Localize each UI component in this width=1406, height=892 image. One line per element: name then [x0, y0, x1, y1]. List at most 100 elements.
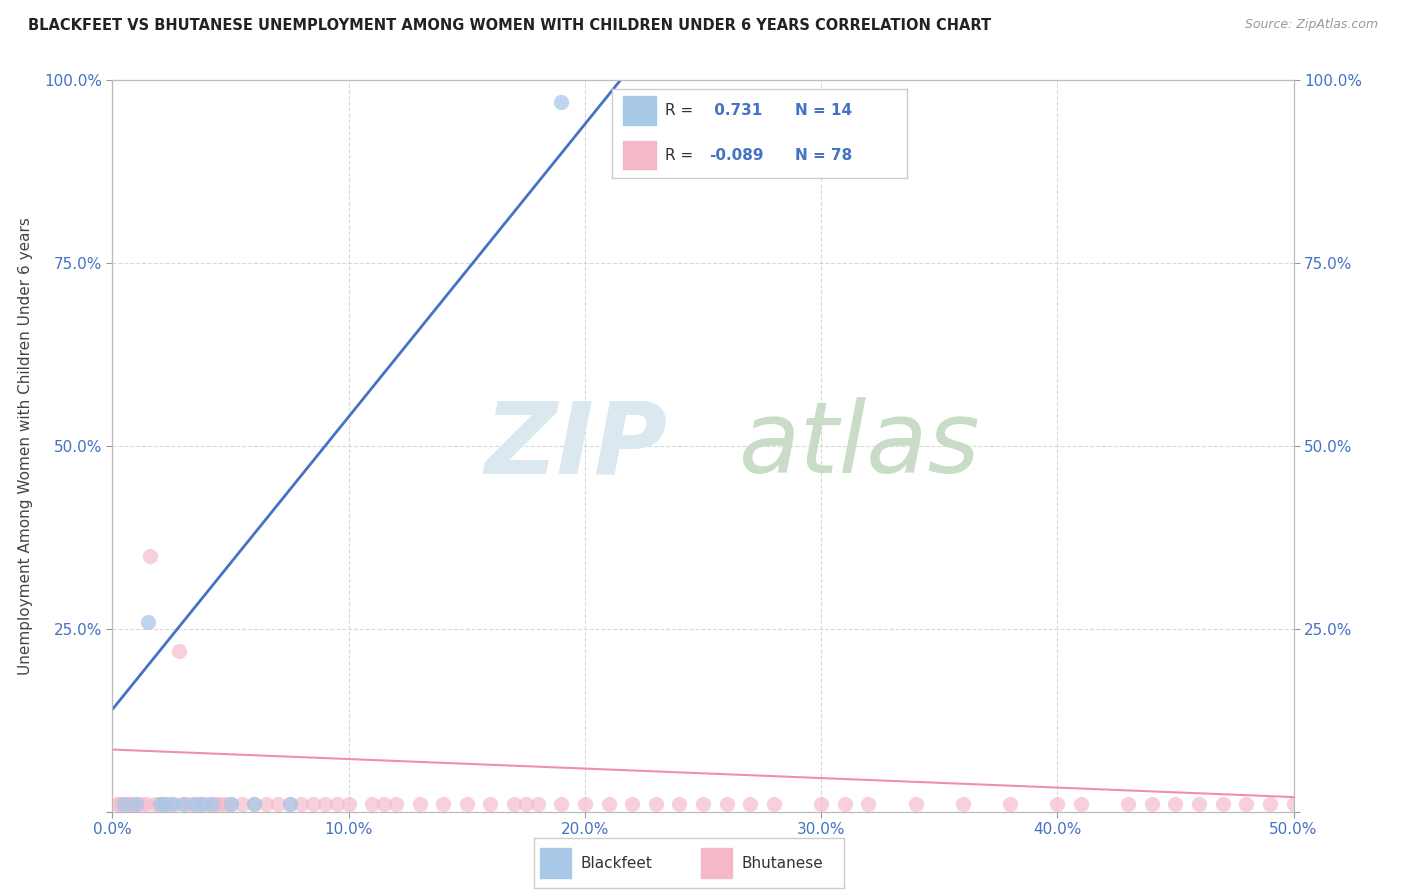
- Point: [1258, 797, 1281, 812]
- Point: [858, 797, 880, 812]
- Point: [1282, 797, 1305, 812]
- Point: [762, 797, 785, 812]
- Text: R =: R =: [665, 103, 693, 118]
- Point: [361, 797, 384, 812]
- Text: 0.731: 0.731: [709, 103, 762, 118]
- Point: [120, 797, 142, 812]
- Text: ZIP: ZIP: [485, 398, 668, 494]
- Point: [810, 797, 832, 812]
- Point: [1212, 797, 1234, 812]
- Bar: [623, 96, 655, 125]
- Point: [105, 797, 128, 812]
- Point: [129, 797, 152, 812]
- Point: [1353, 797, 1375, 812]
- Point: [125, 797, 148, 812]
- Bar: [540, 848, 571, 878]
- Point: [326, 797, 349, 812]
- Text: Blackfeet: Blackfeet: [581, 855, 652, 871]
- Point: [209, 797, 232, 812]
- Bar: [702, 848, 733, 878]
- Point: [186, 797, 208, 812]
- Point: [550, 797, 572, 812]
- Point: [314, 797, 336, 812]
- Point: [184, 797, 207, 812]
- Point: [267, 797, 290, 812]
- Point: [219, 797, 242, 812]
- Point: [219, 797, 242, 812]
- Text: -0.089: -0.089: [709, 148, 763, 162]
- Point: [139, 549, 162, 563]
- Point: [515, 797, 537, 812]
- Point: [385, 797, 408, 812]
- Point: [479, 797, 502, 812]
- Point: [172, 797, 194, 812]
- Point: [153, 797, 176, 812]
- Text: Bhutanese: Bhutanese: [741, 855, 824, 871]
- Point: [122, 797, 145, 812]
- Point: [598, 797, 620, 812]
- Point: [157, 797, 180, 812]
- Point: [337, 797, 360, 812]
- Point: [191, 797, 214, 812]
- Point: [373, 797, 395, 812]
- Text: N = 14: N = 14: [794, 103, 852, 118]
- Point: [1234, 797, 1257, 812]
- Text: N = 78: N = 78: [794, 148, 852, 162]
- Point: [278, 797, 301, 812]
- Point: [1306, 797, 1329, 812]
- Point: [278, 797, 301, 812]
- Point: [503, 797, 526, 812]
- Point: [201, 797, 224, 812]
- Point: [153, 797, 176, 812]
- Point: [692, 797, 714, 812]
- Point: [904, 797, 927, 812]
- Point: [243, 797, 266, 812]
- Point: [526, 797, 548, 812]
- Point: [302, 797, 325, 812]
- Point: [1046, 797, 1069, 812]
- Y-axis label: Unemployment Among Women with Children Under 6 years: Unemployment Among Women with Children U…: [18, 217, 32, 675]
- Point: [231, 797, 253, 812]
- Point: [181, 797, 204, 812]
- Point: [644, 797, 666, 812]
- Point: [191, 797, 214, 812]
- Point: [205, 797, 228, 812]
- Point: [716, 797, 738, 812]
- Point: [432, 797, 454, 812]
- Point: [456, 797, 478, 812]
- Text: Source: ZipAtlas.com: Source: ZipAtlas.com: [1244, 18, 1378, 31]
- Point: [243, 797, 266, 812]
- Point: [215, 797, 238, 812]
- Text: BLACKFEET VS BHUTANESE UNEMPLOYMENT AMONG WOMEN WITH CHILDREN UNDER 6 YEARS CORR: BLACKFEET VS BHUTANESE UNEMPLOYMENT AMON…: [28, 18, 991, 33]
- Point: [668, 797, 690, 812]
- Point: [201, 797, 224, 812]
- Point: [290, 797, 312, 812]
- Point: [1140, 797, 1163, 812]
- Point: [177, 797, 200, 812]
- Point: [115, 797, 138, 812]
- Point: [163, 797, 186, 812]
- Point: [574, 797, 596, 812]
- Point: [136, 615, 159, 629]
- Point: [149, 797, 172, 812]
- Point: [1070, 797, 1092, 812]
- Point: [112, 797, 135, 812]
- Point: [195, 797, 218, 812]
- Point: [118, 797, 141, 812]
- Point: [998, 797, 1021, 812]
- Point: [149, 797, 172, 812]
- Point: [1188, 797, 1211, 812]
- Bar: [623, 141, 655, 169]
- Point: [952, 797, 974, 812]
- Point: [834, 797, 856, 812]
- Text: atlas: atlas: [738, 398, 980, 494]
- Point: [621, 797, 644, 812]
- Point: [1376, 797, 1399, 812]
- Point: [1116, 797, 1139, 812]
- Point: [1330, 797, 1353, 812]
- Point: [254, 797, 277, 812]
- Point: [167, 644, 190, 658]
- Point: [160, 797, 183, 812]
- Point: [172, 797, 194, 812]
- Point: [1164, 797, 1187, 812]
